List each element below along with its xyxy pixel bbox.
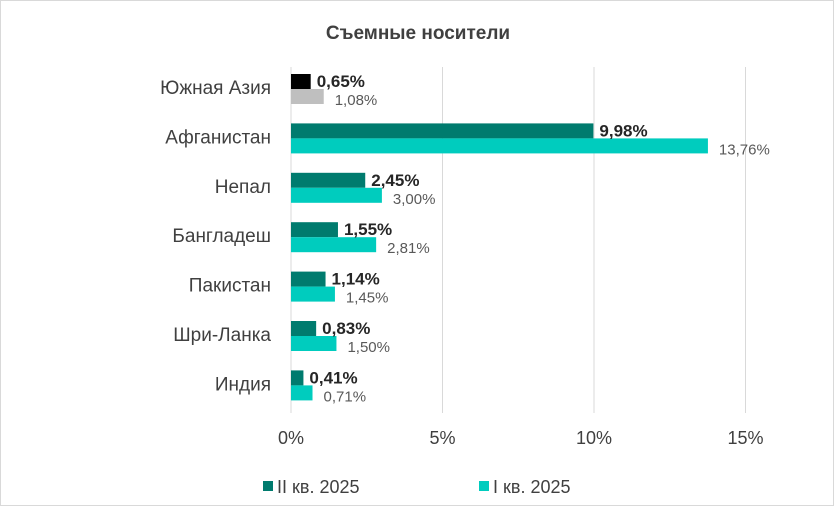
bars — [291, 74, 708, 401]
chart-title: Съемные носители — [326, 23, 510, 44]
x-tick-label: 0% — [278, 428, 304, 448]
category-label: Непал — [215, 177, 271, 198]
x-tick-label: 10% — [576, 428, 612, 448]
x-tick-labels: 0% 5% 10% 15% — [278, 428, 764, 448]
legend: II кв. 2025 I кв. 2025 — [263, 477, 570, 497]
category-labels: Южная Азия Афганистан Непал Бангладеш Пакист… — [160, 78, 271, 395]
category-label: Южная Азия — [160, 78, 271, 99]
data-label-q1: 3,00% — [393, 191, 436, 208]
data-label-q2: 9,98% — [599, 121, 647, 140]
data-label-q1: 1,08% — [335, 92, 378, 109]
category-label: Афганистан — [165, 127, 271, 148]
data-label-q2: 1,55% — [344, 220, 392, 239]
data-label-q1: 2,81% — [387, 240, 430, 257]
bar-q1 — [291, 89, 324, 104]
legend-label-q2: II кв. 2025 — [277, 477, 360, 497]
legend-swatch-q2 — [263, 481, 273, 491]
x-tick-label: 5% — [429, 428, 455, 448]
category-label: Бангладеш — [172, 226, 271, 247]
bar-q2 — [291, 321, 317, 336]
x-tick-label: 15% — [727, 428, 763, 448]
bar-q2 — [291, 222, 338, 238]
bar-q1 — [291, 237, 377, 253]
bar-q1 — [291, 187, 382, 203]
data-label-q1: 0,71% — [324, 388, 367, 405]
bar-q1 — [291, 138, 708, 154]
category-label: Индия — [215, 374, 271, 395]
bar-q2 — [291, 172, 366, 188]
bar-q2 — [291, 123, 594, 139]
bar-q2 — [291, 370, 304, 386]
bar-q1 — [291, 286, 335, 302]
legend-swatch-q1 — [479, 481, 489, 491]
data-label-q1: 1,45% — [346, 290, 389, 307]
data-labels: 0,65%1,08% 9,98% 13,76% 2,45%3,00%1,55%2,81… — [309, 72, 769, 405]
legend-label-q1: I кв. 2025 — [493, 477, 570, 497]
category-label: Шри-Ланка — [173, 325, 271, 346]
bar-q1 — [291, 385, 313, 401]
data-label-q2: 0,83% — [322, 319, 370, 338]
bar-q2 — [291, 74, 311, 89]
data-label-q2: 1,14% — [332, 270, 380, 289]
data-label-q1: 1,50% — [347, 339, 390, 356]
data-label-q2: 2,45% — [371, 171, 419, 190]
category-label: Пакистан — [189, 276, 271, 297]
data-label-q2: 0,41% — [309, 368, 357, 387]
bar-q2 — [291, 271, 326, 287]
data-label-q2: 0,65% — [317, 72, 365, 91]
data-label-q1: 13,76% — [719, 141, 770, 158]
bar-q1 — [291, 336, 337, 351]
